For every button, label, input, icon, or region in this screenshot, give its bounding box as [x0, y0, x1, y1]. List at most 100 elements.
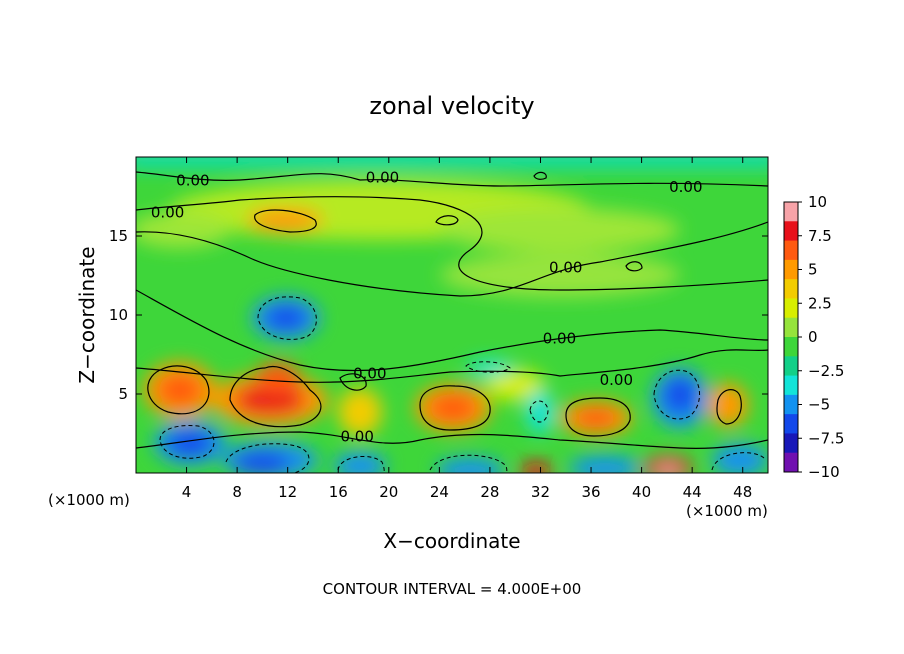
colorbar-swatch-1 — [784, 221, 798, 242]
lower-negative-eddy-8 — [712, 444, 768, 473]
contour-positive-eddy-6 — [716, 389, 742, 425]
contour-negative-eddy-1 — [159, 425, 215, 459]
colorbar-tick-label: 5 — [808, 261, 818, 279]
contour-label: 0.00 — [176, 172, 209, 190]
y-axis: 5 10 15 — [109, 227, 768, 403]
top-band — [136, 157, 768, 169]
contour-interval-note: CONTOUR INTERVAL = 4.000E+00 — [323, 580, 582, 598]
colorbar-tick-label: −7.5 — [808, 429, 844, 447]
lower-negative-core-2 — [234, 452, 290, 473]
y-tick-label: 5 — [118, 385, 128, 403]
x-unit-right: (×1000 m) — [686, 502, 768, 520]
contour-positive-eddy-5 — [565, 397, 631, 437]
contour-negative-eddy-3 — [337, 455, 385, 473]
contour-positive-eddy-4 — [419, 385, 491, 431]
y-tick-label: 15 — [109, 227, 128, 245]
x-tick-label: 36 — [581, 483, 600, 501]
contour-negative-mid — [257, 296, 317, 340]
contour-label: 0.00 — [549, 259, 582, 277]
lower-warm-patch — [485, 369, 545, 401]
negative-contours — [159, 296, 765, 473]
bottom-strongest-core — [656, 465, 680, 473]
lower-negative-core-1 — [168, 430, 212, 456]
contour-label: 0.00 — [340, 428, 373, 446]
colorbar-swatch-7 — [784, 337, 798, 357]
contour-zero-top — [136, 171, 768, 187]
lower-negative-eddy-4 — [436, 458, 504, 473]
y-tick-label: 10 — [109, 306, 128, 324]
contour-positive-eddy-2 — [229, 366, 322, 428]
lower-negative-eddy-7 — [569, 456, 641, 473]
contour-negative-eddy-2 — [225, 443, 310, 473]
lower-positive-lobe-2 — [256, 362, 300, 394]
contour-zero-upper-2 — [136, 221, 768, 297]
contour-small-loop-3 — [533, 171, 547, 180]
x-tick-label: 20 — [379, 483, 398, 501]
colorbar-swatch-2 — [784, 240, 798, 261]
contour-negative-eddy-8 — [711, 452, 765, 471]
upper-positive-eddy — [247, 208, 323, 232]
colorbar-tick-label: −5 — [808, 396, 830, 414]
contour-label: 0.00 — [366, 169, 399, 187]
lower-positive-eddy-3 — [338, 388, 382, 436]
colorbar-tick-label: −2.5 — [808, 362, 844, 380]
field-blobs — [136, 157, 768, 473]
colorbar-swatch-4 — [784, 279, 798, 299]
mid-negative-core — [266, 306, 306, 330]
colorbar-swatch-6 — [784, 317, 798, 338]
contour-zero-upper — [136, 196, 768, 291]
x-axis: 4 8 12 16 20 24 28 32 36 40 44 48 — [182, 157, 752, 501]
upper-warm-region-east — [440, 208, 680, 252]
contour-labels: 0.00 0.00 0.00 0.00 0.00 0.00 0.00 0.00 0.00 — [151, 169, 703, 446]
lower-positive-core-5 — [574, 408, 618, 428]
x-tick-label: 16 — [329, 483, 348, 501]
lower-positive-core-2 — [234, 385, 306, 415]
bottom-strong-positive — [644, 456, 692, 473]
colorbar-swatch-0 — [784, 202, 798, 222]
colorbar-swatch-5 — [784, 298, 798, 319]
colorbar-tick-label: 10 — [808, 193, 827, 211]
x-tick-label: 44 — [683, 483, 702, 501]
x-tick-label: 12 — [278, 483, 297, 501]
contour-label: 0.00 — [543, 330, 576, 348]
colorbar-tick-label: 7.5 — [808, 227, 832, 245]
lower-positive-core-4 — [429, 394, 477, 422]
x-tick-label: 4 — [182, 483, 192, 501]
contour-label: 0.00 — [353, 364, 386, 382]
contour-small-loop-2 — [625, 261, 643, 272]
lower-negative-eddy-3 — [334, 452, 386, 473]
contour-upper-eddy — [254, 209, 317, 233]
colorbar-swatch-12 — [784, 433, 798, 454]
x-tick-label: 48 — [733, 483, 752, 501]
contour-small-loop-1 — [435, 215, 459, 226]
colorbar-tick-label: 2.5 — [808, 294, 832, 312]
x-unit-left: (×1000 m) — [48, 491, 130, 509]
lower-negative-eddy-5 — [526, 390, 554, 434]
x-axis-label: X−coordinate — [383, 529, 520, 553]
contour-label: 0.00 — [600, 371, 633, 389]
y-axis-label: Z−coordinate — [75, 246, 99, 383]
x-tick-label: 32 — [531, 483, 550, 501]
x-tick-label: 28 — [480, 483, 499, 501]
contour-zero-middle — [136, 289, 768, 372]
velocity-field — [136, 157, 768, 473]
upper-warm-region-west — [136, 212, 230, 248]
colorbar-tick-label: −10 — [808, 463, 840, 481]
contour-label: 0.00 — [669, 178, 702, 196]
contour-positive-eddy-1 — [147, 365, 210, 415]
contour-label: 0.00 — [151, 203, 184, 221]
x-tick-label: 8 — [232, 483, 242, 501]
chart-title: zonal velocity — [369, 92, 534, 120]
lower-negative-core-6 — [664, 377, 696, 413]
x-tick-label: 24 — [430, 483, 449, 501]
colorbar-swatch-11 — [784, 414, 798, 434]
contour-zero-lower — [136, 349, 768, 383]
x-tick-label: 40 — [632, 483, 651, 501]
lower-positive-core-1 — [158, 374, 202, 406]
contour-negative-eddy-5 — [529, 400, 549, 423]
contour-small-loop-4 — [339, 373, 367, 391]
colorbar-swatch-8 — [784, 356, 798, 377]
colorbar-swatch-10 — [784, 394, 798, 415]
colorbar-swatch-9 — [784, 375, 798, 396]
